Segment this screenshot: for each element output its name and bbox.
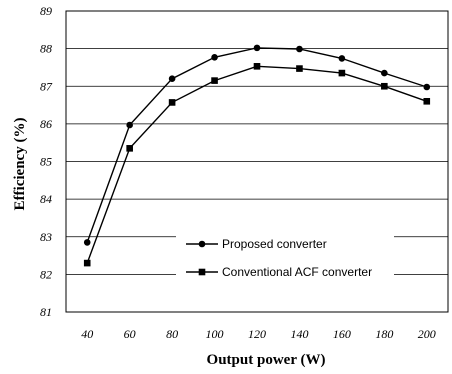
- y-tick-label: 85: [40, 155, 52, 169]
- x-tick-label: 160: [333, 327, 351, 341]
- y-axis-ticks: 81 82 83 84 85 86 87 88 89: [40, 4, 53, 319]
- y-axis-label: Efficiency (%): [12, 118, 28, 211]
- legend-marker: [198, 240, 206, 248]
- data-point: [168, 99, 176, 106]
- data-point: [296, 45, 303, 53]
- data-point: [381, 69, 388, 77]
- y-tick-label: 86: [40, 117, 52, 131]
- data-point: [253, 63, 261, 70]
- series-2: [83, 63, 431, 267]
- x-tick-label: 180: [375, 327, 393, 341]
- data-point: [83, 239, 91, 246]
- legend-label: Conventional ACF converter: [222, 265, 372, 279]
- x-tick-label: 100: [206, 327, 224, 341]
- series-1: [83, 44, 431, 246]
- x-axis-label: Output power (W): [207, 352, 326, 368]
- x-axis-ticks: 40 60 80 100 120 140 160 180 200: [81, 327, 436, 341]
- data-point: [126, 121, 133, 129]
- x-tick-label: 40: [81, 327, 93, 341]
- y-tick-label: 88: [40, 42, 52, 56]
- data-point: [338, 69, 346, 77]
- data-point: [253, 44, 261, 52]
- data-point: [211, 53, 218, 61]
- data-point: [168, 75, 176, 83]
- data-point: [296, 65, 303, 72]
- y-tick-label: 81: [40, 305, 52, 319]
- data-point: [338, 55, 346, 62]
- y-tick-label: 89: [40, 4, 52, 18]
- series-line: [86, 47, 428, 243]
- legend: Proposed converter Conventional ACF conve…: [176, 228, 394, 286]
- series-layer: [83, 44, 431, 267]
- x-tick-label: 80: [166, 327, 178, 341]
- data-point: [423, 98, 431, 105]
- plot-area-frame: [65, 10, 449, 313]
- data-point: [126, 145, 133, 152]
- x-tick-label: 140: [290, 327, 308, 341]
- x-tick-label: 120: [248, 327, 266, 341]
- data-point: [83, 259, 91, 267]
- y-tick-label: 82: [40, 267, 52, 281]
- legend-marker: [198, 268, 206, 276]
- data-point: [381, 82, 388, 90]
- x-tick-label: 200: [418, 327, 436, 341]
- x-tick-label: 60: [124, 327, 136, 341]
- legend-label: Proposed converter: [222, 237, 327, 251]
- y-tick-label: 84: [40, 192, 52, 206]
- data-point: [211, 77, 218, 84]
- data-point: [423, 83, 431, 91]
- y-tick-label: 87: [40, 79, 53, 93]
- legend-background: [176, 228, 394, 286]
- y-tick-label: 83: [40, 230, 52, 244]
